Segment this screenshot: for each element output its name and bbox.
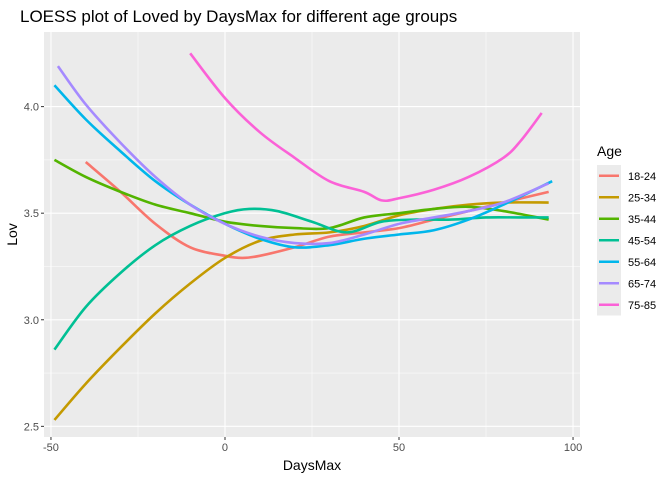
legend-item-75-85: 75-85: [597, 294, 656, 316]
series-line-35-44: [53, 158, 549, 231]
legend-item-65-74: 65-74: [597, 272, 656, 294]
x-axis-title: DaysMax: [283, 457, 341, 473]
legend-label: 75-85: [628, 300, 656, 312]
series-line-65-74: [56, 65, 550, 246]
x-tick-label: 0: [222, 442, 228, 454]
legend-label: 18-24: [628, 171, 656, 183]
y-axis-title: Lov: [4, 223, 20, 246]
series-line-55-64: [53, 84, 553, 249]
legend-title: Age: [597, 143, 622, 159]
series-lines: [53, 52, 553, 421]
y-tick-label: 3.0: [24, 315, 39, 327]
legend-label: 35-44: [628, 214, 656, 226]
legend-item-55-64: 55-64: [597, 251, 656, 273]
chart-title: LOESS plot of Loved by DaysMax for diffe…: [20, 7, 457, 26]
axis-ticks: -50 0 50 100 2.5 3.0 3.5 4.0: [24, 102, 583, 454]
legend: Age 18-24 25-34 35-44 45-54 55-64 65-74 75-85: [597, 143, 656, 316]
legend-label: 55-64: [628, 257, 656, 269]
x-tick-label: -50: [43, 442, 59, 454]
legend-item-45-54: 45-54: [597, 229, 656, 251]
legend-item-25-34: 25-34: [597, 186, 656, 208]
y-tick-label: 2.5: [24, 421, 39, 433]
legend-item-18-24: 18-24: [597, 165, 656, 187]
y-tick-label: 4.0: [24, 102, 39, 114]
legend-item-35-44: 35-44: [597, 208, 656, 230]
legend-label: 65-74: [628, 278, 656, 290]
y-tick-label: 3.5: [24, 208, 39, 220]
legend-label: 45-54: [628, 235, 656, 247]
x-tick-label: 100: [564, 442, 582, 454]
x-tick-label: 50: [393, 442, 405, 454]
legend-label: 25-34: [628, 192, 656, 204]
series-line-75-85: [189, 52, 543, 203]
